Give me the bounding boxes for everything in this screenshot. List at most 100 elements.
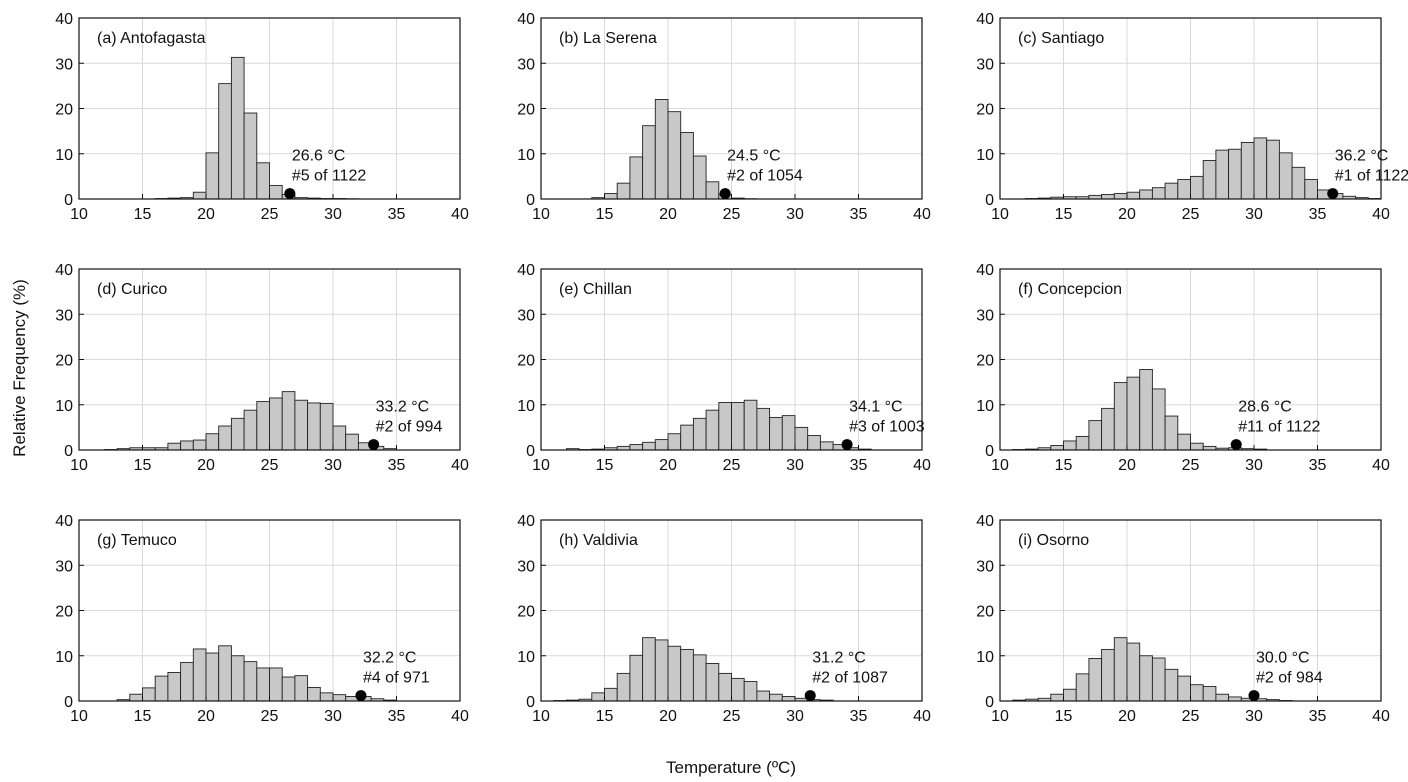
x-tick-label: 25 xyxy=(261,708,279,725)
histogram-bar xyxy=(1291,166,1306,200)
x-tick-label: 15 xyxy=(134,206,152,223)
histogram-bar xyxy=(1164,668,1179,702)
histogram-bar xyxy=(1113,382,1128,451)
y-tick-label: 0 xyxy=(64,694,73,711)
histogram-bar xyxy=(281,676,296,702)
histogram-bar xyxy=(1202,686,1217,702)
histogram-bar xyxy=(269,397,283,451)
x-tick-label: 10 xyxy=(70,457,88,474)
x-tick-label: 20 xyxy=(659,708,677,725)
record-temperature-label: 30.0 °C xyxy=(1256,650,1310,667)
histogram-bar xyxy=(269,667,283,702)
histogram-bar xyxy=(642,125,656,200)
histogram-bar xyxy=(180,662,194,702)
histogram-bar xyxy=(1164,182,1179,200)
record-marker xyxy=(841,439,853,451)
x-tick-label: 15 xyxy=(134,457,152,474)
histogram-bar xyxy=(1240,141,1255,200)
x-tick-label: 40 xyxy=(1372,206,1390,223)
y-tick-label: 40 xyxy=(55,11,73,28)
y-tick-label: 30 xyxy=(517,558,535,575)
histogram-bar xyxy=(731,677,745,702)
histogram-bar xyxy=(281,391,296,451)
histogram-bar xyxy=(705,181,720,200)
histogram-bar xyxy=(654,98,669,200)
histogram-bar xyxy=(667,645,682,702)
y-tick-label: 10 xyxy=(55,649,73,666)
y-tick-label: 30 xyxy=(517,307,535,324)
y-tick-label: 10 xyxy=(517,649,535,666)
histogram-bar xyxy=(1101,194,1115,200)
record-rank-label: #2 of 984 xyxy=(1256,670,1323,687)
y-tick-label: 20 xyxy=(55,102,73,119)
histogram-bar xyxy=(718,402,732,451)
histogram-bar xyxy=(629,444,644,451)
x-tick-label: 35 xyxy=(388,206,406,223)
y-tick-label: 0 xyxy=(985,443,994,460)
histogram-bar xyxy=(307,402,321,451)
histogram-bar xyxy=(769,693,783,702)
histogram-bar xyxy=(218,645,232,702)
histogram-bar xyxy=(269,184,283,200)
histogram-bar xyxy=(1050,693,1064,702)
histogram-bar xyxy=(1088,420,1103,451)
y-tick-label: 30 xyxy=(55,307,73,324)
histogram-bar xyxy=(1151,388,1166,451)
histogram-bar xyxy=(1126,642,1141,702)
histogram-bar xyxy=(1202,160,1217,200)
histogram-bar xyxy=(1113,637,1128,702)
histogram-bar xyxy=(616,182,631,200)
histogram-bar xyxy=(1113,193,1128,200)
histogram-bar xyxy=(256,162,270,200)
x-tick-label: 30 xyxy=(1245,708,1263,725)
histogram-bar xyxy=(781,415,796,451)
y-tick-label: 20 xyxy=(517,102,535,119)
panel-title: (b) La Serena xyxy=(559,30,657,47)
histogram-bar xyxy=(205,152,220,200)
histogram-bar xyxy=(154,675,169,702)
record-temperature-label: 33.2 °C xyxy=(376,399,430,416)
panel-title: (a) Antofagasta xyxy=(97,30,206,47)
x-tick-label: 25 xyxy=(261,206,279,223)
y-tick-label: 0 xyxy=(64,443,73,460)
y-tick-label: 40 xyxy=(976,11,994,28)
x-tick-label: 30 xyxy=(324,708,342,725)
panel-title: (c) Santiago xyxy=(1018,30,1104,47)
panel-title: (d) Curico xyxy=(97,281,167,298)
x-tick-label: 20 xyxy=(197,206,215,223)
record-marker xyxy=(719,188,731,200)
histogram-bar xyxy=(705,409,720,451)
x-tick-label: 30 xyxy=(786,457,804,474)
x-tick-label: 30 xyxy=(1245,206,1263,223)
y-tick-label: 0 xyxy=(985,694,994,711)
x-tick-label: 30 xyxy=(786,708,804,725)
histogram-bar xyxy=(1215,693,1230,702)
histogram-bar xyxy=(1177,179,1191,200)
record-marker xyxy=(368,439,380,451)
histogram-bar xyxy=(218,425,232,451)
x-tick-label: 40 xyxy=(913,708,931,725)
histogram-bar xyxy=(1151,657,1166,702)
histogram-bar xyxy=(256,667,270,702)
histogram-bar xyxy=(692,155,707,200)
histogram-bar xyxy=(1139,369,1153,451)
x-tick-label: 10 xyxy=(70,206,88,223)
x-tick-label: 35 xyxy=(388,457,406,474)
histogram-bar xyxy=(1050,445,1064,451)
histogram-bar xyxy=(1075,673,1090,702)
histogram-bar xyxy=(629,654,644,702)
record-rank-label: #4 of 971 xyxy=(363,670,430,687)
histogram-bar xyxy=(1266,139,1280,200)
y-tick-label: 30 xyxy=(55,558,73,575)
y-tick-label: 20 xyxy=(55,604,73,621)
x-tick-label: 10 xyxy=(991,457,1009,474)
histogram-bar xyxy=(705,662,720,702)
record-marker xyxy=(1327,188,1339,200)
x-tick-label: 25 xyxy=(1182,708,1200,725)
x-tick-label: 40 xyxy=(1372,457,1390,474)
y-tick-label: 10 xyxy=(976,398,994,415)
